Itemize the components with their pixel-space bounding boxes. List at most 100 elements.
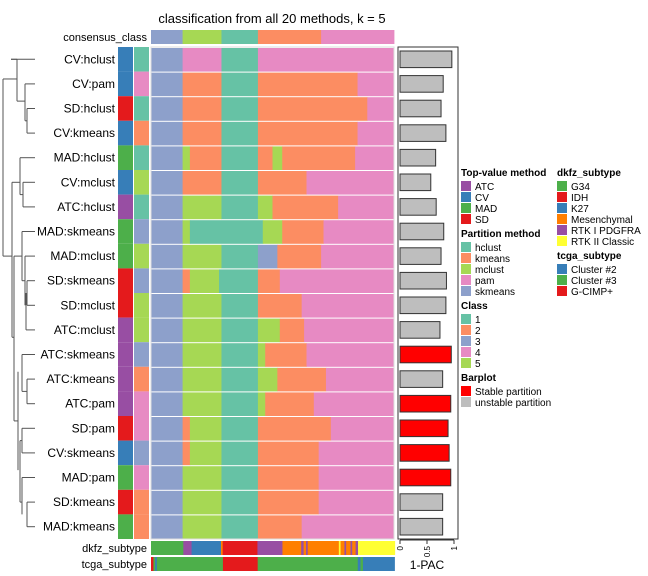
pac-bar	[399, 394, 452, 413]
heatmap-cell	[182, 97, 222, 121]
legend-title: Class	[461, 301, 488, 312]
legend-item-label: 5	[475, 359, 481, 370]
barplot-frame	[397, 46, 459, 540]
legend-swatch	[557, 236, 567, 246]
heatmap-cell	[257, 367, 278, 392]
legend-item-label: hclust	[475, 243, 501, 254]
legend-swatch	[461, 397, 471, 407]
method-annotation-cell	[118, 268, 133, 293]
heatmap-cell	[219, 269, 259, 293]
method-annotation-cell	[118, 342, 133, 367]
heatmap-cell	[189, 220, 264, 244]
heatmap-cell	[182, 195, 222, 220]
bottom-annotation-segment	[360, 557, 364, 571]
heatmap-cell	[221, 244, 259, 269]
heatmap-cell	[182, 392, 222, 416]
heatmap-cell	[151, 466, 183, 490]
axis-tick-label: 0	[396, 545, 405, 550]
partition-annotation-cell	[134, 120, 149, 146]
heatmap-cell	[338, 195, 395, 220]
heatmap-cell	[221, 171, 259, 195]
method-annotation-cell	[118, 170, 133, 195]
row-label: MAD:kmeans	[43, 520, 115, 534]
method-annotation-cell	[118, 293, 133, 318]
pac-bar	[399, 75, 444, 93]
method-annotation-cell	[118, 243, 133, 269]
pac-bar	[399, 370, 444, 388]
legend-item-label: Cluster #3	[571, 276, 617, 287]
heatmap-cell	[182, 294, 222, 318]
legend-item-label: 2	[475, 326, 481, 337]
heatmap-cell	[221, 72, 259, 97]
heatmap-cell	[265, 392, 315, 416]
bottom-annotation-segment	[183, 541, 192, 555]
heatmap-cell	[318, 466, 395, 490]
bottom-annotation-segment	[191, 541, 222, 555]
row-label: SD:skmeans	[47, 274, 115, 288]
heatmap-cell	[182, 466, 222, 490]
row-label: ATC:mclust	[54, 323, 116, 337]
legend-swatch	[557, 286, 567, 296]
heatmap-cell	[279, 318, 305, 343]
heatmap-cell	[182, 318, 222, 343]
heatmap-cell	[257, 269, 281, 293]
heatmap-cell	[257, 392, 266, 416]
bottom-annotation-segment	[355, 541, 359, 555]
legend-swatch	[461, 336, 471, 346]
bottom-annotation-segment	[222, 557, 259, 571]
legend-swatch	[461, 242, 471, 252]
heatmap-cell	[151, 195, 183, 220]
legend-swatch	[461, 192, 471, 202]
consensus-class-segment	[257, 30, 322, 44]
legend-title: dkfz_subtype	[557, 168, 621, 179]
row-label: MAD:hclust	[54, 151, 116, 165]
heatmap-cell	[221, 121, 259, 146]
row-label: CV:hclust	[64, 52, 116, 66]
legend-item-label: CV	[475, 193, 489, 204]
row-label: ATC:skmeans	[41, 348, 115, 362]
partition-annotation-cell	[134, 96, 149, 121]
heatmap-cell	[151, 220, 183, 244]
partition-annotation-cell	[134, 366, 149, 392]
partition-annotation-cell	[134, 145, 149, 170]
heatmap-cell	[189, 441, 222, 466]
method-annotation-cell	[118, 194, 133, 220]
heatmap-cell	[257, 466, 320, 490]
bottom-annotation-segment	[220, 541, 224, 555]
heatmap-cell	[182, 269, 191, 293]
heatmap-cell	[151, 121, 183, 146]
heatmap-cell	[262, 220, 283, 244]
legend-item-label: RTK II Classic	[571, 237, 634, 248]
partition-annotation-cell	[134, 71, 149, 97]
partition-annotation-cell	[134, 465, 149, 490]
heatmap-cell	[221, 343, 259, 367]
heatmap-cell	[151, 343, 183, 367]
bottom-annotation-segment	[303, 541, 307, 555]
heatmap-cell	[257, 490, 320, 515]
pac-bar	[399, 222, 445, 241]
legend-title: Top-value method	[461, 168, 546, 179]
bottom-annotation-segment	[358, 541, 396, 555]
heatmap-cell	[257, 294, 303, 318]
legend-item-label: unstable partition	[475, 398, 551, 409]
bottom-annotation-segment	[340, 541, 345, 555]
consensus-class-segment	[221, 30, 259, 44]
heatmap-cell	[282, 220, 324, 244]
heatmap-cell	[189, 146, 222, 170]
legend-swatch	[461, 181, 471, 191]
method-annotation-cell	[118, 465, 133, 490]
partition-annotation-cell	[134, 243, 149, 269]
heatmap-cell	[357, 121, 395, 146]
axis-tick-label: 0.5	[423, 545, 432, 557]
legend-item-label: kmeans	[475, 254, 510, 265]
legend-swatch	[461, 214, 471, 224]
bottom-annotation-segment	[282, 541, 302, 555]
legend-swatch	[557, 203, 567, 213]
heatmap-cell	[182, 146, 191, 170]
legend-item-label: Mesenchymal	[571, 215, 633, 226]
heatmap-border	[150, 46, 395, 540]
legend-item-label: Cluster #2	[571, 265, 617, 276]
partition-annotation-cell	[134, 391, 149, 416]
legend-swatch	[557, 214, 567, 224]
heatmap-cell	[301, 294, 395, 318]
